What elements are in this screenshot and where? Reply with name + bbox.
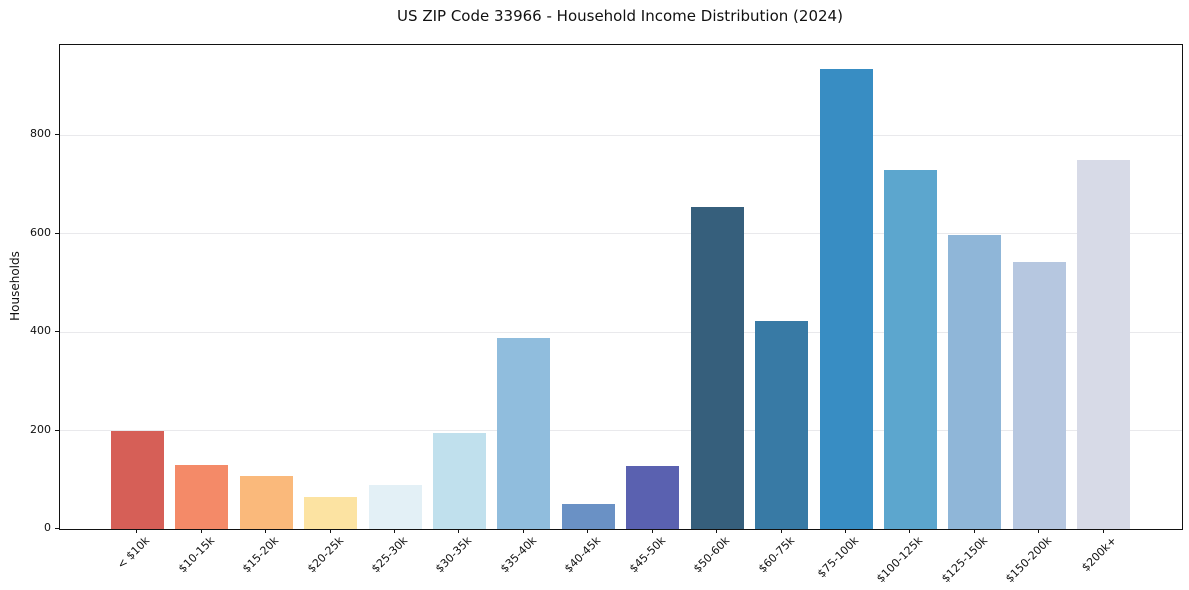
x-tick-mark-150-200k — [1038, 529, 1040, 533]
x-tick-mark-10-15k — [200, 529, 202, 533]
y-tick-label-400: 400 — [30, 324, 51, 338]
y-tick-mark-600 — [55, 232, 59, 234]
x-tick-mark-45-50k — [651, 529, 653, 533]
y-tick-label-0: 0 — [44, 521, 51, 534]
bar-10-15k — [175, 465, 229, 529]
gridline-y-800 — [60, 134, 1182, 136]
x-tick-mark-200k — [1102, 529, 1104, 533]
bar-125-150k — [948, 235, 1002, 529]
bar-40-45k — [561, 503, 615, 529]
bar-25-30k — [368, 484, 422, 529]
x-tick-mark-20-25k — [329, 529, 331, 533]
gridline-y-400 — [60, 331, 1182, 333]
x-tick-mark-35-40k — [522, 529, 524, 533]
x-tick-mark-30-35k — [458, 529, 460, 533]
plot-area — [59, 44, 1183, 530]
x-tick-mark-10k — [136, 529, 138, 533]
x-tick-label-10k: < $10k — [114, 534, 153, 572]
x-tick-mark-40-45k — [587, 529, 589, 533]
gridline-y-200 — [60, 430, 1182, 432]
bar-75-100k — [819, 69, 873, 529]
chart-title: US ZIP Code 33966 - Household Income Dis… — [397, 7, 843, 25]
x-tick-mark-125-150k — [973, 529, 975, 533]
bar-20-25k — [304, 497, 358, 529]
x-tick-mark-100-125k — [909, 529, 911, 533]
y-axis-label: Households — [8, 251, 22, 321]
gridline-y-600 — [60, 233, 1182, 235]
y-tick-mark-800 — [55, 134, 59, 136]
bar-60-75k — [755, 321, 809, 529]
x-tick-mark-25-30k — [394, 529, 396, 533]
x-tick-mark-50-60k — [716, 529, 718, 533]
x-tick-mark-15-20k — [265, 529, 267, 533]
bar-10k — [110, 430, 164, 529]
y-tick-label-800: 800 — [30, 127, 51, 141]
y-tick-mark-0 — [55, 528, 59, 529]
y-tick-label-600: 600 — [30, 225, 51, 239]
bar-35-40k — [497, 337, 551, 529]
y-tick-mark-200 — [55, 429, 59, 431]
bar-200k — [1077, 159, 1131, 529]
bar-45-50k — [626, 466, 680, 529]
y-tick-label-200: 200 — [30, 422, 51, 436]
bar-150-200k — [1012, 262, 1066, 529]
bar-100-125k — [883, 170, 937, 529]
y-tick-mark-400 — [55, 331, 59, 333]
x-tick-mark-75-100k — [845, 529, 847, 533]
bar-30-35k — [432, 432, 486, 529]
x-tick-mark-60-75k — [780, 529, 782, 533]
bar-15-20k — [239, 475, 293, 529]
bar-50-60k — [690, 207, 744, 529]
